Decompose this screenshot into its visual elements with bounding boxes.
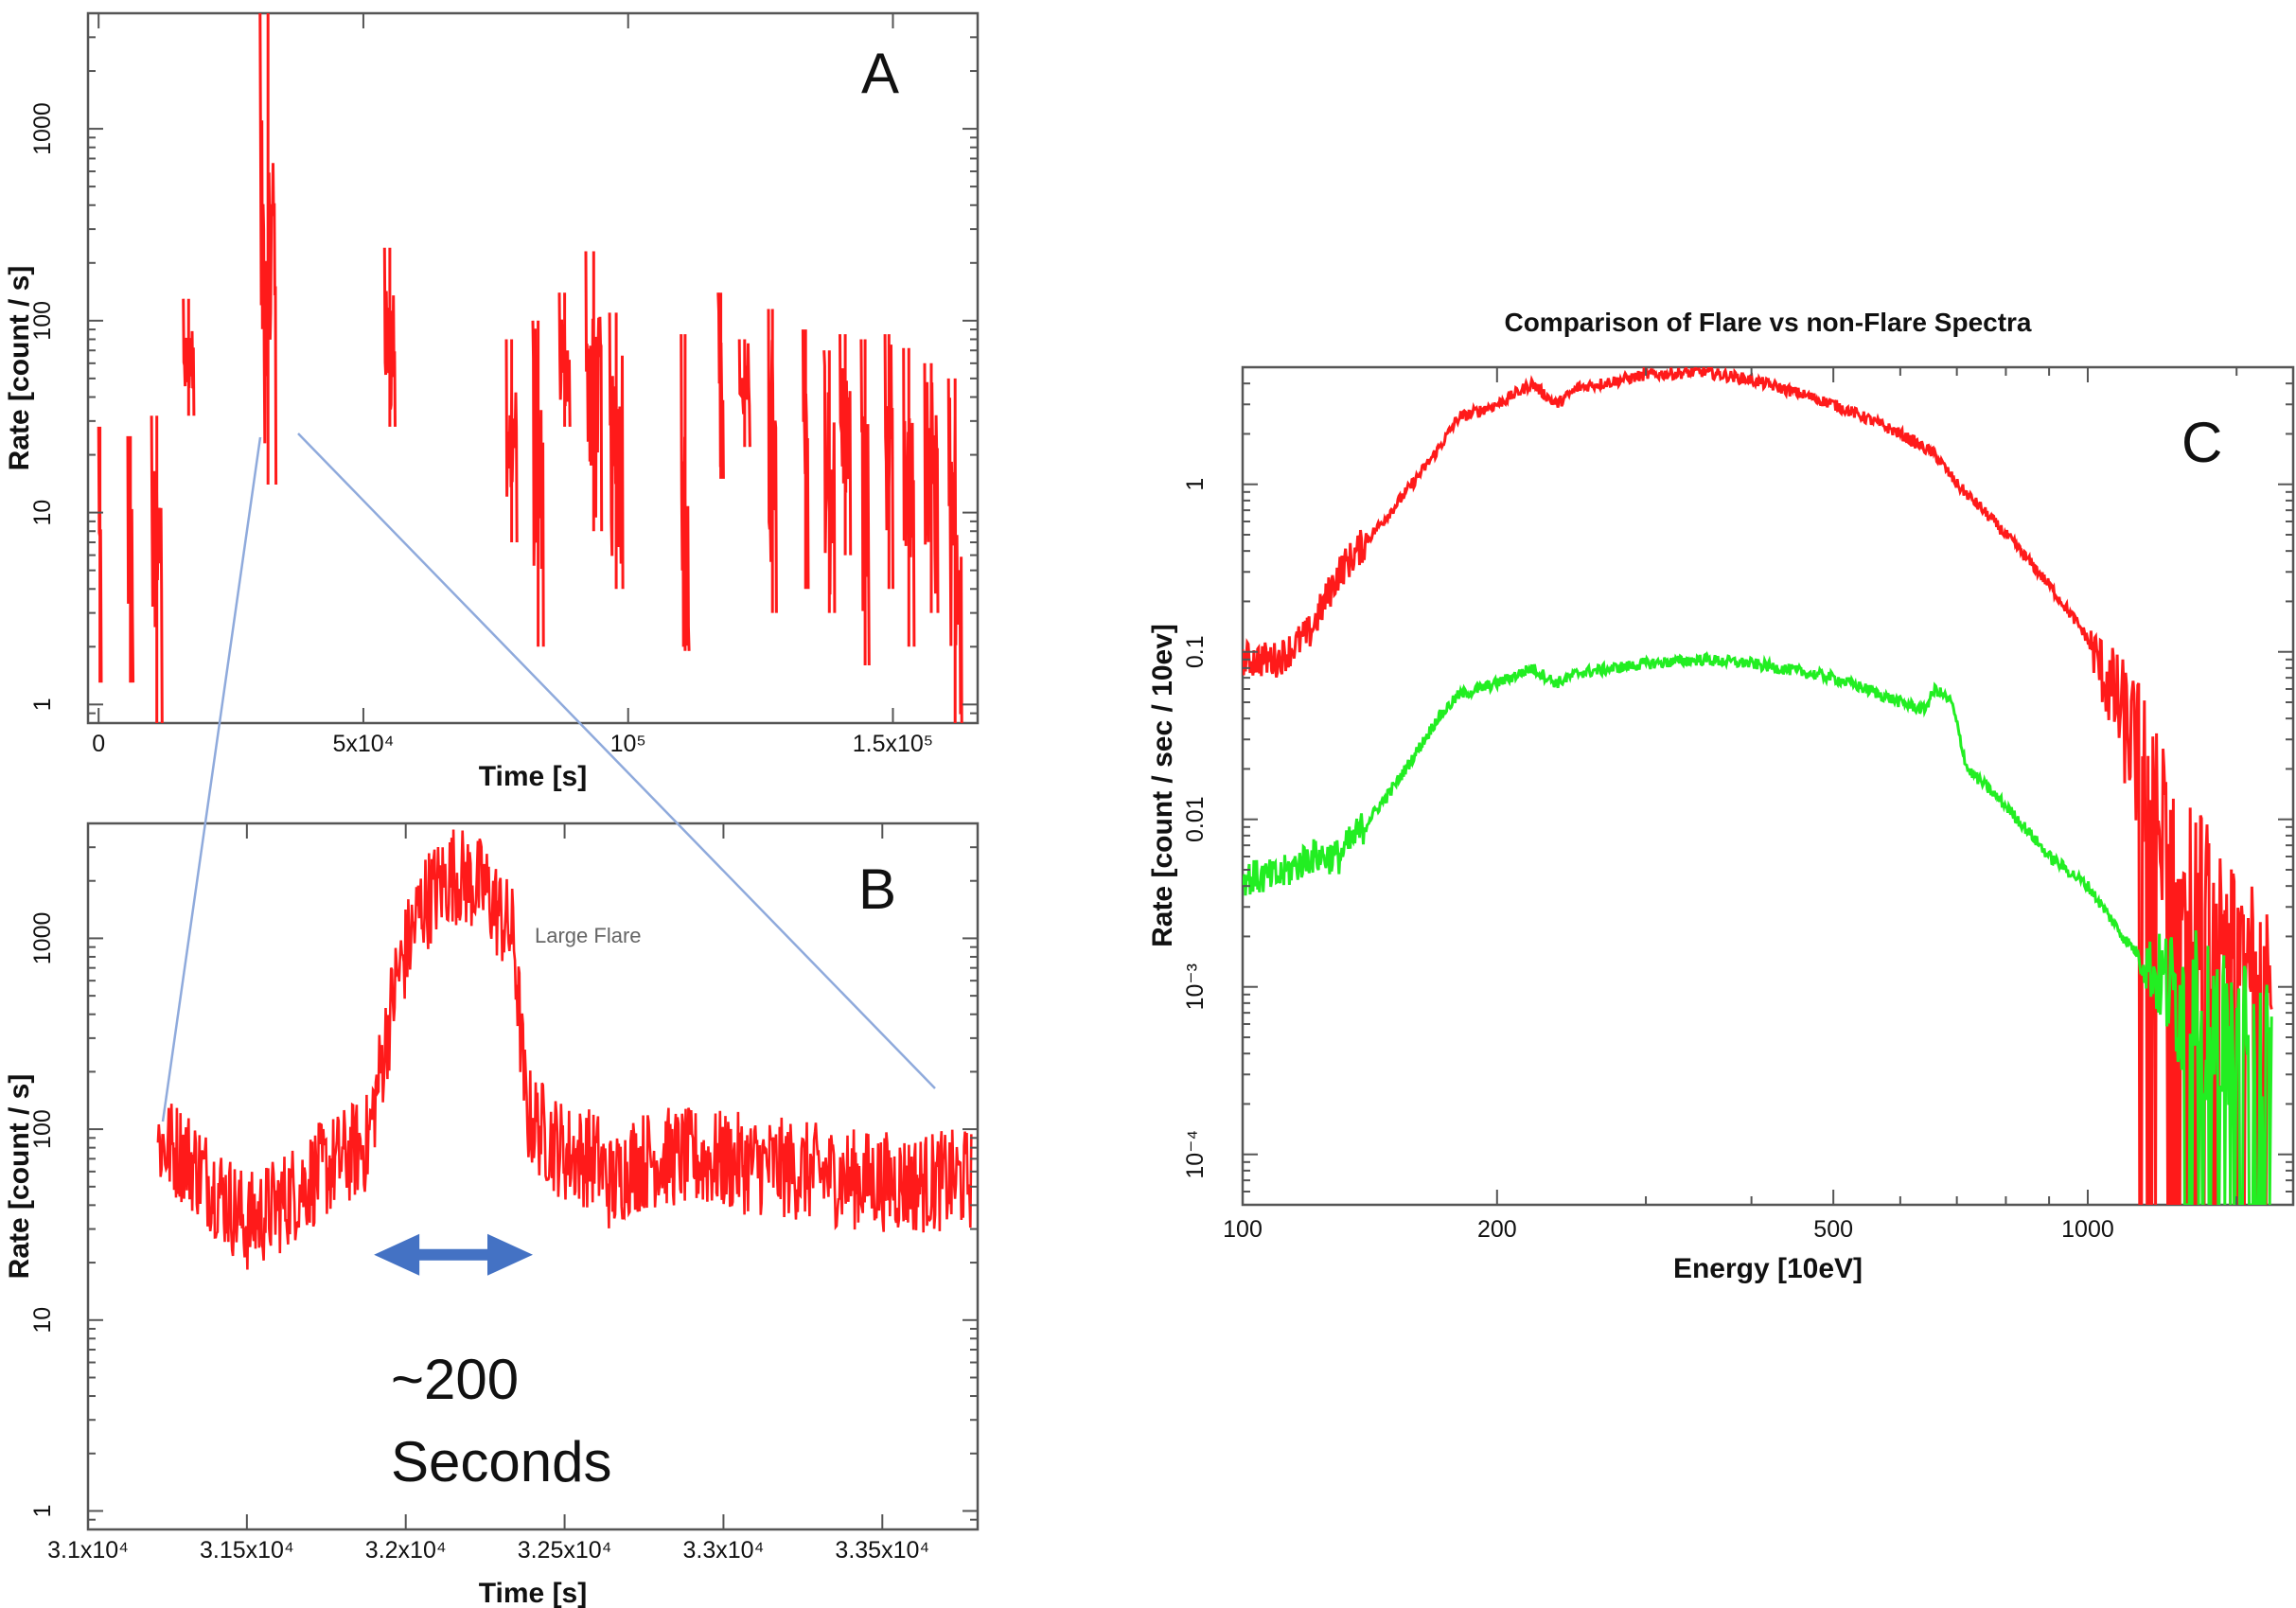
duration-arrow-head-right: [487, 1233, 533, 1276]
panel-a-x-tick-label: 10⁵: [610, 731, 646, 757]
panel-b-x-tick-label: 3.25x10⁴: [518, 1537, 612, 1564]
panel-a-segment: [382, 247, 397, 427]
panel-a-plot-data: [97, 12, 963, 724]
panel-b-y-tick-label: 1000: [29, 912, 56, 965]
duration-arrow: [374, 1233, 533, 1276]
duration-label-line2: Seconds: [391, 1430, 612, 1493]
panel-c-x-tick-label: 200: [1477, 1216, 1517, 1243]
panel-b-plot-data: [156, 829, 973, 1270]
panel-b-x-tick-label: 3.2x10⁴: [365, 1537, 447, 1564]
panel-c-y-tick-label: 10⁻³: [1182, 963, 1209, 1010]
panel-c-y-tick-label: 0.01: [1182, 796, 1209, 842]
panel-a-y-tick-label: 10: [29, 500, 56, 526]
panel-c-y-axis-label: Rate [count / sec / 10ev]: [1147, 624, 1178, 947]
panel-a-y-tick-label: 1000: [29, 102, 56, 155]
panel-b-x-tick-label: 3.35x10⁴: [835, 1537, 929, 1564]
panel-b-frame: [86, 822, 980, 1531]
panel-c-frame: [1241, 365, 2295, 1207]
non-flare-spectrum-line: [1243, 650, 2273, 1205]
panel-c-y-tick-label: 1: [1182, 478, 1209, 491]
panel-a-segment: [504, 339, 519, 543]
panel-a-x-axis-label: Time [s]: [479, 761, 587, 792]
flare-spectrum-line: [1243, 367, 2273, 1205]
duration-arrow-head-left: [374, 1233, 420, 1276]
panel-b-y-tick-label: 1: [29, 1505, 56, 1518]
panel-a-frame: [86, 11, 980, 725]
duration-label-line1: ~200: [391, 1348, 519, 1411]
panel-c-y-tick-label: 10⁻⁴: [1182, 1130, 1209, 1179]
panel-a-letter: A: [861, 42, 899, 105]
panel-a-segment: [902, 347, 916, 647]
panel-a-segment: [97, 426, 103, 683]
panel-a-segment: [822, 350, 837, 613]
panel-b-ticks: 3.1x10⁴ 3.15x10⁴ 3.2x10⁴ 3.25x10⁴ 3.3x10⁴ 3.3…: [29, 822, 978, 1564]
panel-a-segment: [126, 435, 135, 683]
panel-c-letter: C: [2181, 411, 2222, 474]
panel-a-segment: [946, 378, 963, 724]
panel-a-segment: [150, 415, 164, 724]
panel-c-x-tick-label: 1000: [2061, 1216, 2114, 1243]
panel-a-segment: [859, 339, 871, 666]
panel-b-letter: B: [858, 857, 896, 921]
panel-b-light-curve: [156, 829, 973, 1270]
panel-a-segment: [737, 339, 751, 448]
panel-a-segment: [182, 298, 196, 416]
panel-c: Comparison of Flare vs non-Flare Spectra…: [1147, 308, 2295, 1284]
panel-c-title: Comparison of Flare vs non-Flare Spectra: [1504, 308, 2031, 337]
panel-b-y-axis-label: Rate [count / s]: [4, 1074, 35, 1280]
panel-c-ticks: 100 200 500 1000 10⁻⁴ 10⁻³ 0.01 0.1 1: [1182, 366, 2293, 1243]
panel-a-x-tick-label: 5x10⁴: [332, 731, 394, 757]
panel-b: 3.1x10⁴ 3.15x10⁴ 3.2x10⁴ 3.25x10⁴ 3.3x10⁴ 3.3…: [4, 822, 980, 1608]
panel-c-plot-data: [1243, 367, 2273, 1205]
panel-b-y-tick-label: 100: [29, 1109, 56, 1149]
panel-a-segment: [258, 12, 278, 486]
large-flare-label: Large Flare: [535, 924, 642, 947]
panel-b-x-tick-label: 3.15x10⁴: [200, 1537, 294, 1564]
panel-a-y-tick-label: 1: [29, 698, 56, 711]
panel-a-x-tick-label: 0: [92, 731, 105, 757]
zoom-connector-left: [161, 436, 262, 1122]
panel-a-segment: [767, 309, 778, 613]
panel-a-ticks: 0 5x10⁴ 10⁵ 1.5x10⁵ 1 10 100 1000: [29, 12, 978, 757]
panel-a-y-axis-label: Rate [count / s]: [4, 266, 35, 471]
panel-a-segment: [801, 329, 810, 590]
panel-b-y-tick-label: 10: [29, 1307, 56, 1334]
panel-a-segment: [584, 251, 604, 532]
panel-a-x-tick-label: 1.5x10⁵: [853, 731, 933, 757]
panel-a-segment: [883, 334, 894, 590]
panel-a: 0 5x10⁴ 10⁵ 1.5x10⁵ 1 10 100 1000 A Time [s] Ra…: [4, 11, 980, 792]
panel-a-segment: [716, 292, 725, 479]
panel-a-segment: [923, 362, 940, 613]
panel-a-segment: [557, 292, 572, 427]
panel-c-x-tick-label: 500: [1813, 1216, 1853, 1243]
panel-a-segment: [839, 334, 853, 556]
panel-c-y-tick-label: 0.1: [1182, 635, 1209, 668]
panel-b-x-axis-label: Time [s]: [479, 1578, 587, 1608]
panel-a-segment: [531, 320, 545, 647]
panel-c-x-axis-label: Energy [10eV]: [1673, 1253, 1863, 1284]
panel-b-x-tick-label: 3.3x10⁴: [683, 1537, 765, 1564]
zoom-connector-right: [297, 433, 936, 1089]
panel-b-x-tick-label: 3.1x10⁴: [47, 1537, 129, 1564]
panel-c-series-group: [1243, 367, 2273, 1205]
panel-a-segment: [680, 334, 691, 651]
panel-a-y-tick-label: 100: [29, 301, 56, 341]
panel-a-segment: [608, 312, 625, 590]
panel-c-x-tick-label: 100: [1223, 1216, 1263, 1243]
